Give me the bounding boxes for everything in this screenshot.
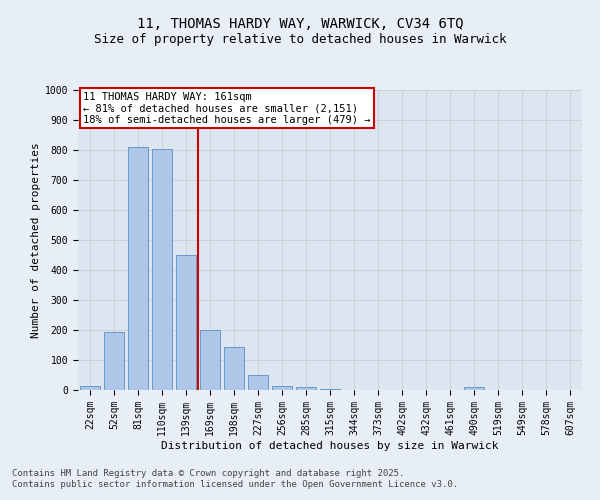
Bar bbox=[80, 386, 100, 390]
Bar bbox=[200, 330, 220, 390]
Bar bbox=[464, 387, 484, 390]
Bar bbox=[104, 332, 124, 390]
Bar bbox=[320, 388, 340, 390]
Text: Size of property relative to detached houses in Warwick: Size of property relative to detached ho… bbox=[94, 32, 506, 46]
Bar bbox=[272, 386, 292, 390]
Y-axis label: Number of detached properties: Number of detached properties bbox=[31, 142, 41, 338]
X-axis label: Distribution of detached houses by size in Warwick: Distribution of detached houses by size … bbox=[161, 440, 499, 450]
Text: Contains public sector information licensed under the Open Government Licence v3: Contains public sector information licen… bbox=[12, 480, 458, 489]
Bar bbox=[296, 387, 316, 390]
Text: 11 THOMAS HARDY WAY: 161sqm
← 81% of detached houses are smaller (2,151)
18% of : 11 THOMAS HARDY WAY: 161sqm ← 81% of det… bbox=[83, 92, 371, 124]
Bar bbox=[152, 148, 172, 390]
Bar bbox=[248, 375, 268, 390]
Text: 11, THOMAS HARDY WAY, WARWICK, CV34 6TQ: 11, THOMAS HARDY WAY, WARWICK, CV34 6TQ bbox=[137, 18, 463, 32]
Text: Contains HM Land Registry data © Crown copyright and database right 2025.: Contains HM Land Registry data © Crown c… bbox=[12, 468, 404, 477]
Bar bbox=[224, 346, 244, 390]
Bar bbox=[128, 147, 148, 390]
Bar bbox=[176, 255, 196, 390]
